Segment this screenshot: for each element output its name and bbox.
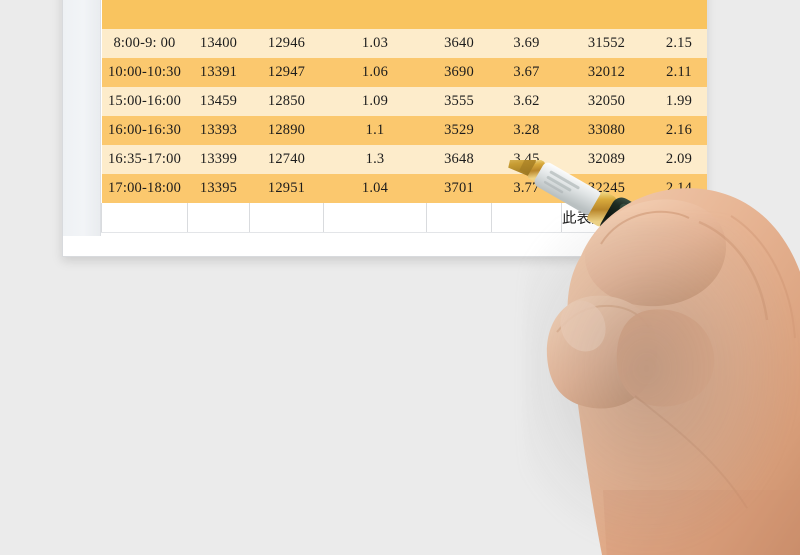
cell-time: 10:00-10:30: [101, 58, 188, 87]
cell-value-6: 32012: [561, 58, 652, 87]
cell-value-4: 3648: [426, 145, 492, 174]
table-row[interactable]: 15:00-16:00 13459 12850 1.09 3555 3.62 3…: [101, 87, 707, 116]
cell-value-7: 2.09: [651, 145, 707, 174]
blank-cell: [323, 203, 427, 233]
data-table: 8:00-9: 00 13400 12946 1.03 3640 3.69 31…: [101, 0, 707, 233]
cell-time: 16:00-16:30: [101, 116, 188, 145]
cell-value-1: 13400: [187, 29, 250, 58]
cell-value-4: 3640: [426, 29, 492, 58]
cell-value-3: 1.06: [323, 58, 427, 87]
clipped-row-sliver: [101, 0, 707, 29]
cell-value-7: 2.11: [651, 58, 707, 87]
cell-value-5: 3.77: [491, 174, 562, 203]
cell-value-1: 13399: [187, 145, 250, 174]
cell-value-5: 3.69: [491, 29, 562, 58]
cell-value-1: 13459: [187, 87, 250, 116]
cell-value-2: 12951: [249, 174, 324, 203]
cell-value-5: 3.62: [491, 87, 562, 116]
cell-value-2: 12850: [249, 87, 324, 116]
blank-cell: [426, 203, 492, 233]
cell-value-5: 3.45: [491, 145, 562, 174]
table-row[interactable]: 10:00-10:30 13391 12947 1.06 3690 3.67 3…: [101, 58, 707, 87]
cell-value-7: 2.14: [651, 174, 707, 203]
table-row-blank[interactable]: 此表数据为虚拟数据，仅供制作参考: [101, 203, 707, 233]
cell-value-5: 3.67: [491, 58, 562, 87]
cell-value-3: 1.3: [323, 145, 427, 174]
table-row[interactable]: 17:00-18:00 13395 12951 1.04 3701 3.77 3…: [101, 174, 707, 203]
blank-cell: [101, 203, 188, 233]
blank-cell: [187, 203, 250, 233]
cell-value-2: 12946: [249, 29, 324, 58]
spreadsheet-sheet: 8:00-9: 00 13400 12946 1.03 3640 3.69 31…: [62, 0, 707, 257]
cell-value-7: 1.99: [651, 87, 707, 116]
cell-value-4: 3690: [426, 58, 492, 87]
cell-value-3: 1.04: [323, 174, 427, 203]
cell-time: 15:00-16:00: [101, 87, 188, 116]
table-row[interactable]: 16:00-16:30 13393 12890 1.1 3529 3.28 33…: [101, 116, 707, 145]
cell-value-1: 13393: [187, 116, 250, 145]
cell-value-4: 3555: [426, 87, 492, 116]
cell-value-1: 13391: [187, 58, 250, 87]
cell-value-6: 32245: [561, 174, 652, 203]
cell-value-3: 1.1: [323, 116, 427, 145]
cell-value-7: 2.16: [651, 116, 707, 145]
cell-time: 16:35-17:00: [101, 145, 188, 174]
cell-value-6: 32050: [561, 87, 652, 116]
cell-value-3: 1.09: [323, 87, 427, 116]
cell-value-5: 3.28: [491, 116, 562, 145]
table-row-clipped: [101, 0, 707, 29]
table-row[interactable]: 16:35-17:00 13399 12740 1.3 3648 3.45 32…: [101, 145, 707, 174]
cell-value-6: 32089: [561, 145, 652, 174]
cell-value-2: 12947: [249, 58, 324, 87]
cell-value-4: 3529: [426, 116, 492, 145]
blank-cell: [491, 203, 562, 233]
cell-time: 8:00-9: 00: [101, 29, 188, 58]
cell-value-2: 12740: [249, 145, 324, 174]
cell-value-4: 3701: [426, 174, 492, 203]
cell-time: 17:00-18:00: [101, 174, 188, 203]
cell-value-1: 13395: [187, 174, 250, 203]
cell-value-7: 2.15: [651, 29, 707, 58]
cell-value-3: 1.03: [323, 29, 427, 58]
table-row[interactable]: 8:00-9: 00 13400 12946 1.03 3640 3.69 31…: [101, 29, 707, 58]
table-body: 8:00-9: 00 13400 12946 1.03 3640 3.69 31…: [101, 0, 707, 233]
cell-value-2: 12890: [249, 116, 324, 145]
cell-value-6: 31552: [561, 29, 652, 58]
cell-value-6: 33080: [561, 116, 652, 145]
disclaimer-note: 此表数据为虚拟数据，仅供制作参考: [561, 203, 707, 233]
sheet-row-gutter: [63, 0, 101, 236]
blank-cell: [249, 203, 324, 233]
